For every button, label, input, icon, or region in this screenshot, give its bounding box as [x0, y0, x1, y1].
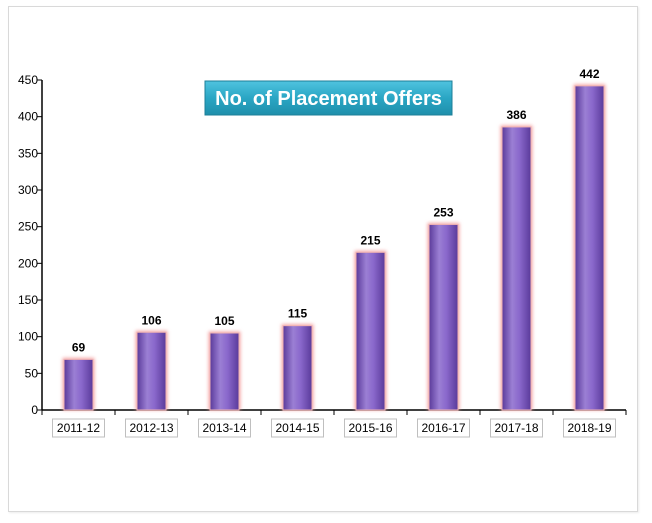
y-tick-label: 400 [18, 110, 38, 124]
bar-2013-14 [209, 332, 240, 411]
y-tick-label: 350 [18, 146, 38, 160]
category-label: 2017-18 [494, 421, 538, 435]
bar-2017-18 [501, 126, 532, 411]
category-label: 2013-14 [202, 421, 246, 435]
data-label: 105 [214, 314, 234, 328]
category-label: 2015-16 [348, 421, 392, 435]
bar-2015-16 [355, 251, 386, 411]
category-label-box [271, 418, 324, 438]
data-labels: 69 106 105 115 215 253 386 442 [72, 67, 600, 355]
category-labels: 2011-12 2012-13 2013-14 2014-15 2015-16 2016-… [52, 418, 616, 438]
data-label: 253 [433, 205, 453, 219]
category-label: 2014-15 [275, 421, 319, 435]
data-label: 115 [288, 307, 308, 321]
data-label: 386 [506, 108, 526, 122]
bars [62, 84, 606, 411]
data-label: 106 [141, 313, 161, 327]
y-tick-label: 100 [18, 330, 38, 344]
x-ticks [41, 410, 627, 415]
bar-2016-17 [428, 223, 459, 411]
y-tick-label: 300 [18, 183, 38, 197]
category-label-box [344, 418, 397, 438]
y-tick-label: 50 [25, 366, 39, 380]
chart-title-text: No. of Placement Offers [215, 88, 442, 110]
category-label-box [563, 418, 616, 438]
y-tick-label: 450 [18, 73, 38, 87]
bar-2011-12 [63, 358, 94, 411]
category-label-box [52, 418, 105, 438]
chart-title: No. of Placement Offers [204, 80, 453, 116]
bar-2018-19 [574, 85, 605, 411]
data-label: 215 [360, 233, 380, 247]
category-label: 2011-12 [57, 421, 100, 435]
category-label: 2016-17 [421, 421, 465, 435]
y-tick-label: 200 [18, 256, 38, 270]
chart-title-background [204, 80, 453, 116]
category-label-box [490, 418, 543, 438]
category-label-box [198, 418, 251, 438]
axes [41, 80, 626, 411]
bar-2012-13 [136, 331, 167, 411]
y-tick-label: 0 [31, 403, 38, 417]
data-label: 69 [72, 340, 86, 354]
y-ticks: 0 50 100 150 200 250 300 350 400 450 [18, 73, 42, 417]
y-tick-label: 250 [18, 220, 38, 234]
category-label-box [417, 418, 470, 438]
y-tick-label: 150 [18, 293, 38, 307]
category-label: 2018-19 [567, 421, 611, 435]
category-label: 2012-13 [129, 421, 173, 435]
data-label: 442 [579, 67, 599, 81]
category-label-box [125, 418, 178, 438]
bar-2014-15 [282, 325, 313, 411]
